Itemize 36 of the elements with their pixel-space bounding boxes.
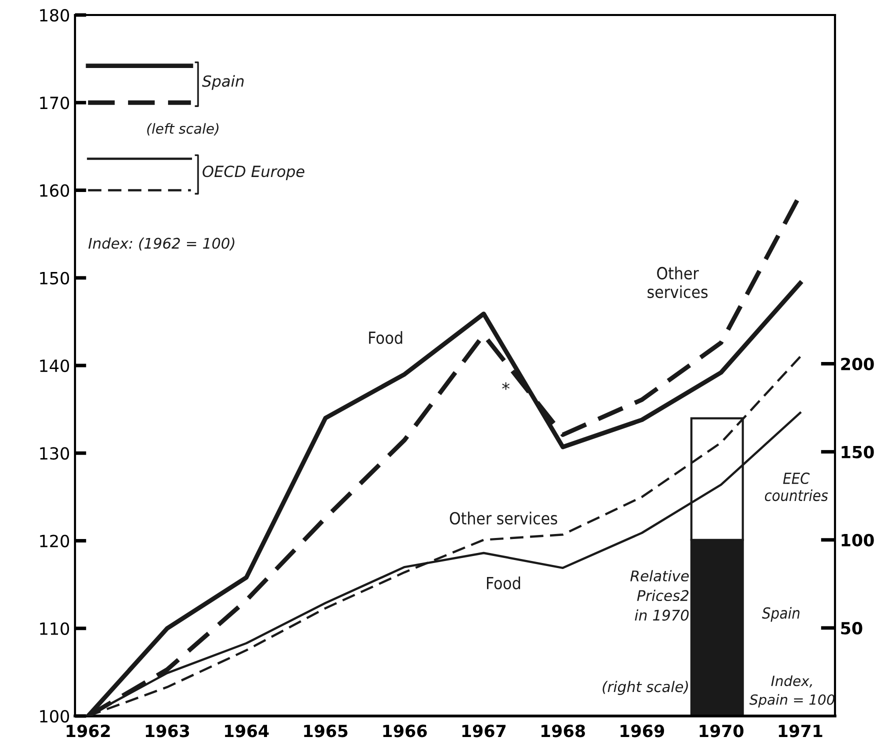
series-label: Food <box>369 331 402 344</box>
y-tick-label: 110 <box>40 622 70 635</box>
annotation: OECD Europe <box>202 166 304 180</box>
x-tick-label: 1971 <box>778 724 822 738</box>
y-tick-label: 140 <box>40 359 70 372</box>
annotation: Index: (1962 = 100) <box>88 238 234 251</box>
y-tick-label: 120 <box>40 534 70 548</box>
y-tick-label: 130 <box>40 447 70 460</box>
y-tick-label: 170 <box>40 96 70 110</box>
y-tick-label: 160 <box>40 184 70 197</box>
x-tick-label: 1964 <box>224 724 269 738</box>
annotation: Relative Prices2 in 1970 <box>630 570 689 621</box>
series-label: Food <box>486 576 520 590</box>
series-label: Other services <box>450 512 558 525</box>
series-label: EEC countries <box>764 472 828 502</box>
annotation: (left scale) <box>147 123 218 136</box>
x-tick-label: 1962 <box>66 724 110 738</box>
x-tick-label: 1966 <box>383 724 427 738</box>
y-tick-label: 180 <box>40 8 70 22</box>
annotation: (right scale) <box>602 680 688 696</box>
series-label: Other services <box>648 266 708 298</box>
annotation: Spain <box>202 75 244 90</box>
y2-tick-label: 100 <box>842 534 874 546</box>
x-tick-label: 1969 <box>620 724 664 738</box>
y2-tick-label: 200 <box>841 358 874 370</box>
annotation: * <box>502 382 510 390</box>
y2-tick-label: 50 <box>841 622 862 635</box>
y2-tick-label: 150 <box>842 446 874 458</box>
x-tick-label: 1963 <box>146 724 190 738</box>
x-tick-label: 1968 <box>541 724 585 738</box>
x-tick-label: 1965 <box>304 724 348 738</box>
y-tick-label: 100 <box>40 710 70 723</box>
x-tick-label: 1967 <box>462 724 506 738</box>
x-tick-label: 1970 <box>700 724 744 738</box>
series-label: Spain <box>762 606 800 622</box>
y-tick-label: 150 <box>40 272 70 284</box>
